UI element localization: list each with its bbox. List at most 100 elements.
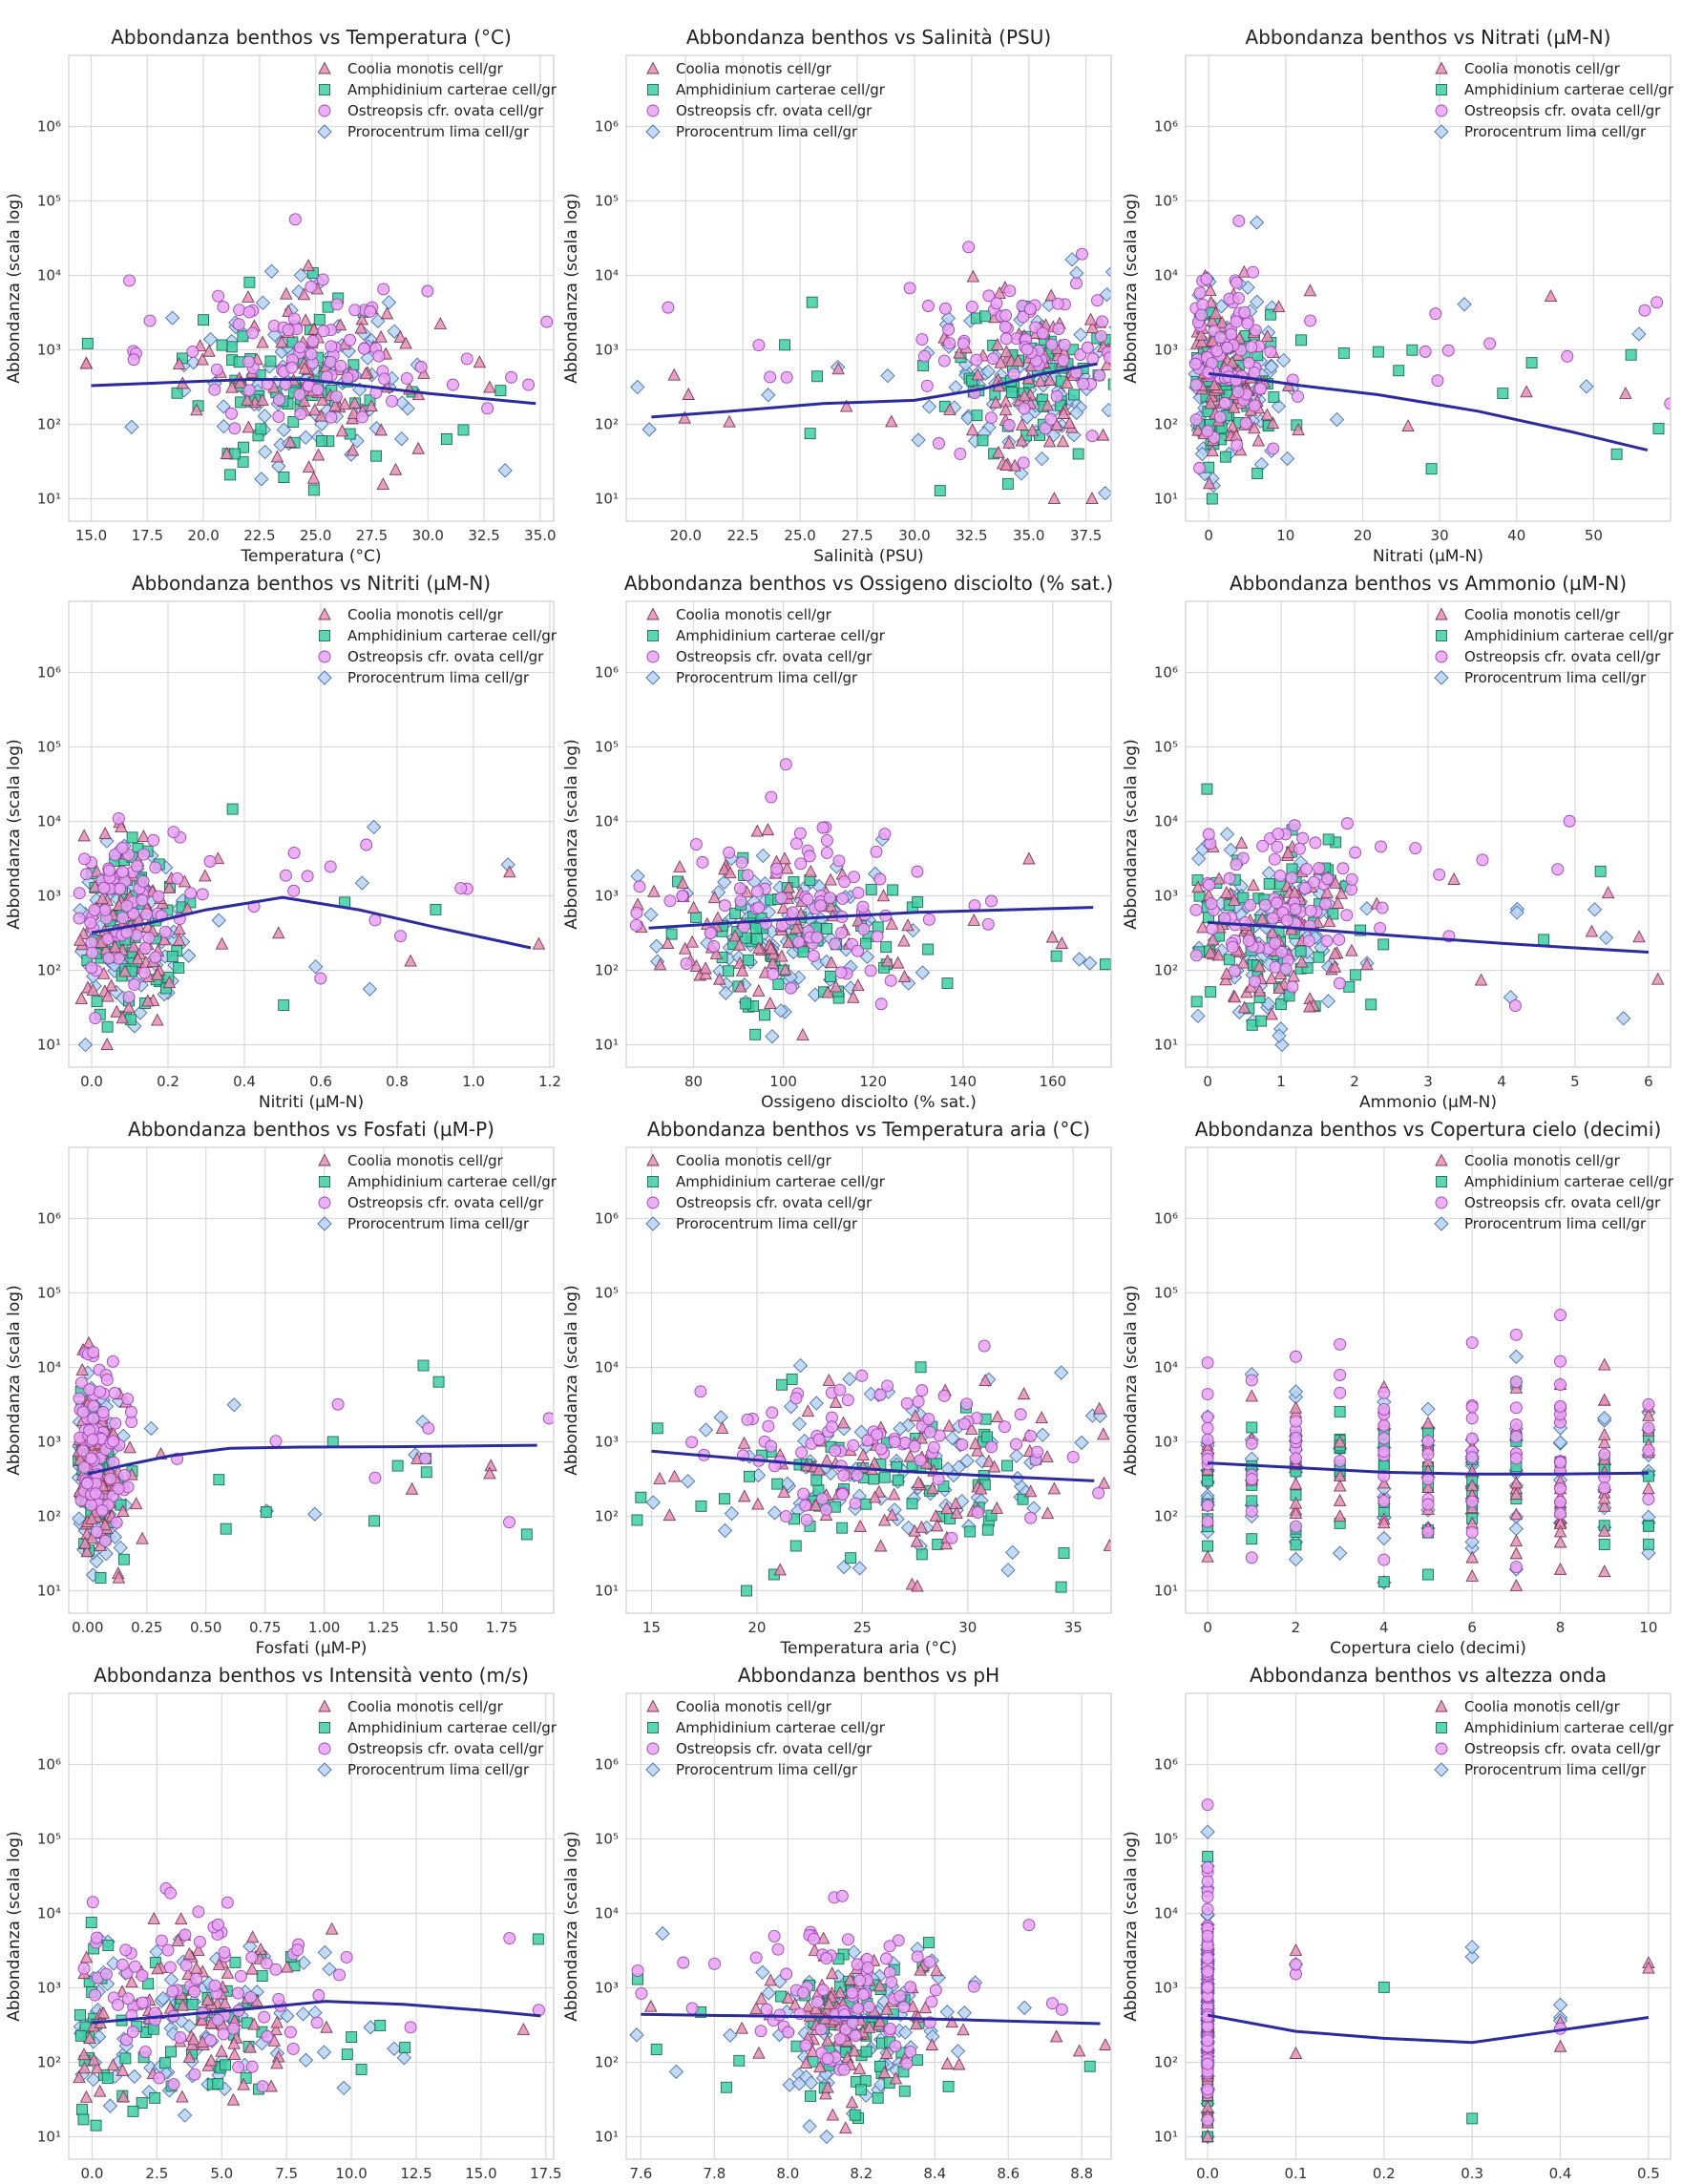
legend-marker-square — [647, 1176, 659, 1187]
data-point — [1083, 956, 1098, 971]
legend-marker-triangle — [646, 61, 660, 74]
plot-frame — [625, 54, 1112, 522]
data-point — [1642, 1493, 1655, 1506]
data-point — [1196, 920, 1209, 934]
x-tick-label: 22.5 — [727, 527, 759, 544]
data-point — [420, 1466, 432, 1479]
data-point — [258, 2010, 271, 2024]
data-point — [320, 2020, 333, 2033]
data-point — [797, 946, 809, 958]
legend-label: Prorocentrum lima cell/gr — [676, 123, 858, 140]
data-point — [921, 399, 937, 414]
data-point — [1201, 1902, 1214, 1916]
data-point — [629, 2027, 644, 2043]
data-point — [1191, 880, 1205, 893]
data-point — [1431, 374, 1444, 388]
data-point — [293, 388, 306, 401]
data-point — [1553, 1535, 1567, 1548]
data-point — [94, 1385, 107, 1398]
data-point — [275, 335, 288, 348]
plot-frame — [68, 1692, 555, 2160]
data-point — [540, 315, 554, 328]
data-point — [158, 933, 171, 946]
data-point — [1421, 1435, 1435, 1448]
data-point — [151, 967, 164, 980]
y-tick-label: 10² — [1154, 416, 1178, 433]
data-point — [912, 1475, 925, 1488]
data-point — [305, 281, 318, 293]
data-point — [1377, 1476, 1391, 1489]
data-point — [87, 1399, 100, 1413]
data-point — [836, 1488, 850, 1501]
data-point — [645, 1495, 661, 1510]
data-point — [1349, 969, 1361, 981]
data-point — [324, 860, 337, 873]
data-point — [978, 1339, 991, 1353]
data-point — [915, 1431, 929, 1444]
data-point — [116, 2090, 130, 2103]
x-axis-label: Ammonio (µM-N) — [1359, 1093, 1497, 1112]
data-point — [1188, 357, 1202, 370]
data-point — [1232, 291, 1246, 304]
data-point — [801, 1999, 815, 2012]
data-point — [287, 847, 301, 859]
data-point — [136, 893, 149, 907]
data-point — [929, 1984, 942, 1997]
data-point — [120, 899, 134, 913]
data-point — [1597, 1393, 1611, 1406]
data-point — [1290, 1452, 1302, 1465]
data-point — [971, 368, 985, 381]
data-point — [1289, 2047, 1303, 2059]
data-point — [1269, 936, 1282, 950]
data-point — [1105, 265, 1111, 278]
data-point — [284, 435, 297, 448]
y-tick-label: 10⁵ — [1154, 1284, 1178, 1301]
data-point — [957, 2005, 972, 2021]
data-point — [1554, 1481, 1566, 1495]
subplot-title: Abbondanza benthos vs Copertura cielo (d… — [1195, 1118, 1662, 1141]
trend-line — [641, 2012, 1101, 2026]
data-point — [297, 394, 311, 407]
data-point — [787, 906, 799, 919]
data-point — [419, 1452, 431, 1465]
y-axis-label: Abbondanza (scala log) — [1122, 739, 1141, 929]
data-point — [101, 2072, 114, 2085]
data-point — [346, 443, 360, 456]
data-point — [989, 395, 1002, 409]
data-point — [359, 367, 372, 380]
data-point — [1201, 1875, 1214, 1888]
data-point — [1598, 1448, 1611, 1461]
data-point — [778, 962, 792, 976]
data-point — [1097, 1427, 1110, 1440]
data-point — [399, 336, 412, 349]
legend-marker-circle — [646, 1196, 660, 1209]
data-point — [483, 1466, 496, 1480]
data-point — [447, 378, 459, 391]
x-tick-label: 35 — [1064, 1619, 1083, 1636]
x-tick-label: 17.5 — [530, 2165, 561, 2182]
data-point — [1265, 971, 1278, 984]
data-point — [1597, 1410, 1612, 1426]
x-tick-label: 17.5 — [132, 527, 163, 544]
y-tick-label: 10⁴ — [1154, 1904, 1178, 1922]
data-point — [903, 1449, 917, 1462]
data-point — [287, 416, 300, 428]
data-point — [1279, 451, 1295, 467]
data-point — [776, 1378, 788, 1391]
data-point — [1250, 294, 1265, 309]
data-point — [1334, 1386, 1347, 1399]
x-tick-label: 0.2 — [1373, 2165, 1396, 2182]
data-point — [93, 2084, 107, 2097]
x-tick-label: 15.0 — [465, 2165, 496, 2182]
data-point — [316, 2045, 332, 2060]
data-point — [891, 956, 905, 969]
data-point — [532, 936, 546, 950]
data-point — [1194, 327, 1208, 341]
data-point — [1098, 486, 1111, 501]
data-point — [729, 908, 742, 919]
x-tick-label: 0.75 — [249, 1619, 281, 1636]
data-point — [1143, 392, 1154, 404]
subplot-title: Abbondanza benthos vs Intensità vento (m… — [94, 1664, 529, 1687]
y-tick-label: 10⁶ — [37, 1755, 61, 1773]
data-point — [940, 1502, 954, 1515]
